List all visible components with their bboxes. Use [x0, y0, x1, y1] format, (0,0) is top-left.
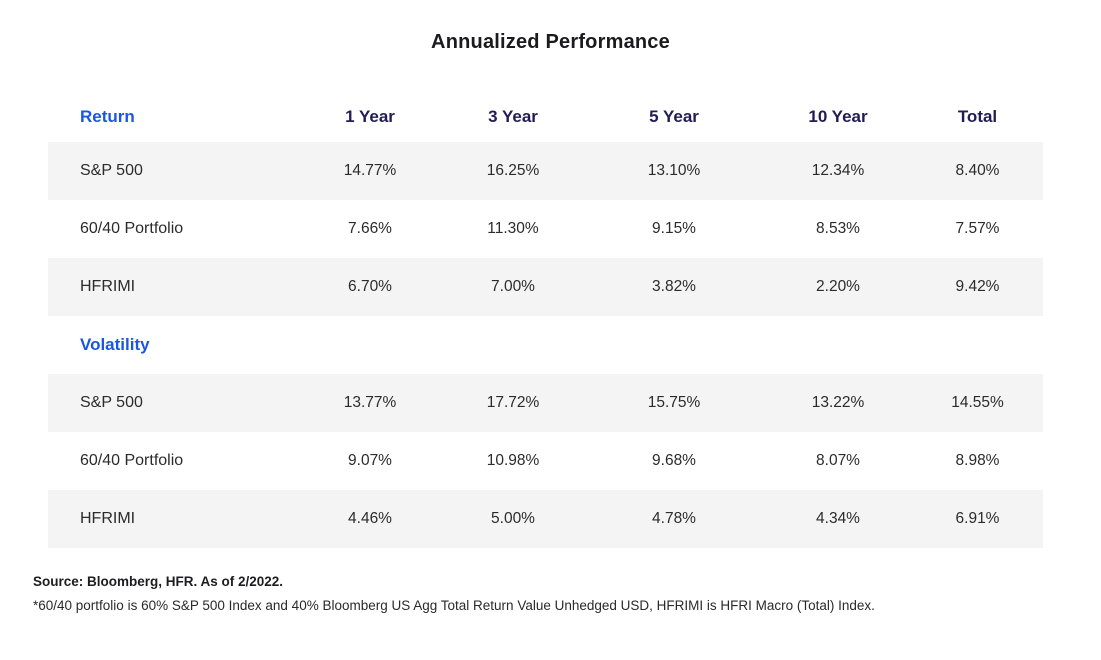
page-title: Annualized Performance [431, 31, 670, 53]
cell-value: 10.98% [486, 452, 540, 469]
cell-value: 8.40% [955, 162, 1000, 179]
column-header-10-year: 10 Year [808, 106, 868, 126]
cell-value: 17.72% [486, 394, 540, 411]
cell-value: 9.07% [348, 452, 392, 469]
column-header-1-year: 1 Year [345, 106, 395, 126]
cell-value: 13.22% [811, 394, 865, 411]
cell-value: 6.91% [955, 510, 1000, 527]
cell-value: 2.20% [816, 278, 860, 295]
cell-value: 9.15% [652, 220, 696, 237]
cell-value: 4.34% [816, 510, 860, 527]
performance-table: Return 1 Year 3 Year 5 Year 10 Year Tota… [48, 91, 1043, 548]
cell-value: 12.34% [811, 162, 865, 179]
cell-value: 7.00% [491, 278, 535, 295]
column-header-total: Total [957, 106, 998, 126]
cell-value: 9.68% [652, 452, 696, 469]
cell-value: 15.75% [647, 394, 701, 411]
table-row-volatility-6040: 60/40 Portfolio 9.07% 10.98% 9.68% 8.07%… [48, 432, 1043, 490]
cell-value: 4.46% [348, 510, 392, 527]
cell-value: 7.57% [955, 220, 1000, 237]
cell-value: 4.78% [652, 510, 696, 527]
row-label: 60/40 Portfolio [80, 452, 184, 469]
table-row-return-hfrimi: HFRIMI 6.70% 7.00% 3.82% 2.20% 9.42% [48, 258, 1043, 316]
table-header-row: Return 1 Year 3 Year 5 Year 10 Year Tota… [48, 91, 1043, 142]
cell-value: 3.82% [652, 278, 696, 295]
cell-value: 7.66% [348, 220, 392, 237]
cell-value: 11.30% [487, 220, 539, 237]
row-label: HFRIMI [80, 510, 136, 527]
cell-value: 5.00% [491, 510, 535, 527]
table-row-return-sp500: S&P 500 14.77% 16.25% 13.10% 12.34% 8.40… [48, 142, 1043, 200]
footnote: *60/40 portfolio is 60% S&P 500 Index an… [33, 598, 875, 613]
row-label: HFRIMI [80, 278, 136, 295]
cell-value: 13.10% [647, 162, 701, 179]
cell-value: 8.07% [816, 452, 860, 469]
source-note: Source: Bloomberg, HFR. As of 2/2022. [33, 574, 284, 589]
cell-value: 6.70% [348, 278, 392, 295]
cell-value: 8.53% [816, 220, 860, 237]
row-label: S&P 500 [80, 394, 143, 411]
table-row-volatility-sp500: S&P 500 13.77% 17.72% 15.75% 13.22% 14.5… [48, 374, 1043, 432]
table-section-row-volatility: Volatility [48, 316, 1043, 374]
section-label-return: Return [80, 106, 135, 126]
footer-notes: Source: Bloomberg, HFR. As of 2/2022. *6… [33, 574, 1101, 613]
row-label: S&P 500 [80, 162, 143, 179]
cell-value: 16.25% [486, 162, 540, 179]
column-header-5-year: 5 Year [649, 106, 699, 126]
cell-value: 13.77% [343, 394, 397, 411]
row-label: 60/40 Portfolio [80, 220, 184, 237]
cell-value: 8.98% [955, 452, 1000, 469]
column-header-3-year: 3 Year [488, 106, 538, 126]
annualized-performance-figure: Annualized Performance Return 1 Year 3 Y… [33, 31, 1101, 613]
section-label-volatility: Volatility [80, 335, 150, 354]
cell-value: 14.55% [951, 394, 1004, 411]
table-row-volatility-hfrimi: HFRIMI 4.46% 5.00% 4.78% 4.34% 6.91% [48, 490, 1043, 548]
cell-value: 14.77% [343, 162, 397, 179]
table-row-return-6040: 60/40 Portfolio 7.66% 11.30% 9.15% 8.53%… [48, 200, 1043, 258]
cell-value: 9.42% [955, 278, 1000, 295]
